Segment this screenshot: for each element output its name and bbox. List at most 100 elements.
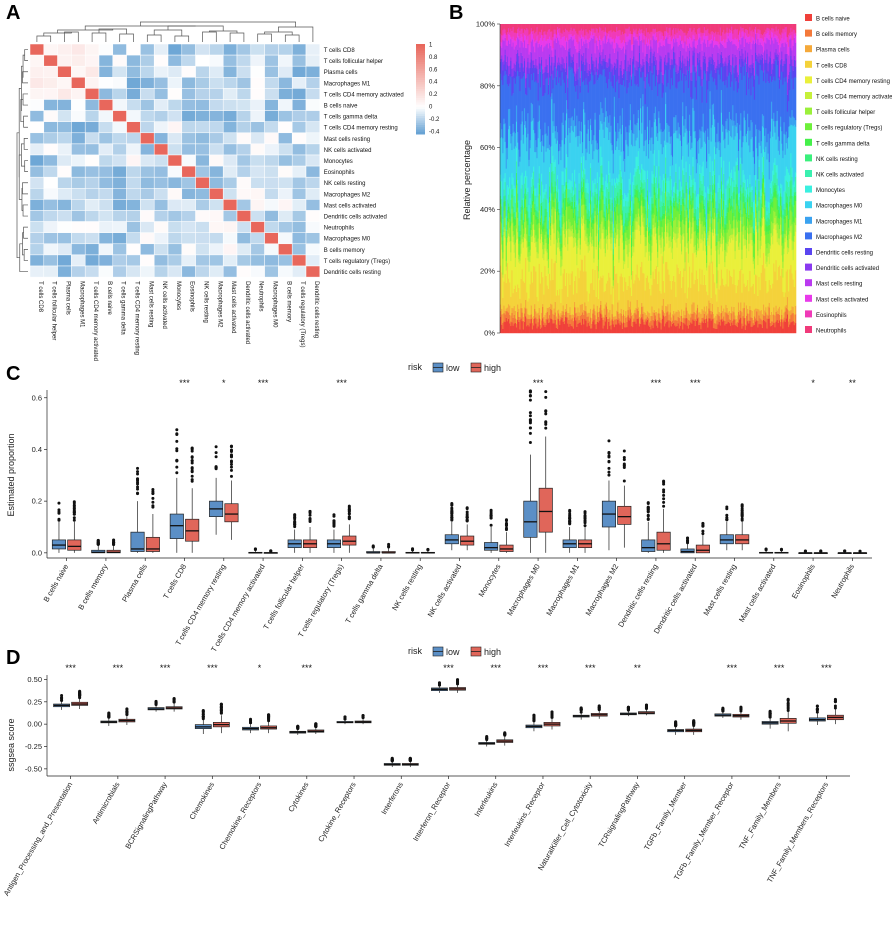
stacked-segment xyxy=(669,166,672,176)
stacked-segment xyxy=(519,156,521,162)
stacked-segment xyxy=(717,31,719,42)
stacked-segment xyxy=(708,81,710,140)
stacked-segment xyxy=(687,30,690,40)
stacked-segment xyxy=(611,41,614,65)
stacked-segment xyxy=(588,220,591,224)
stacked-segment xyxy=(548,24,551,30)
stacked-segment xyxy=(568,66,570,119)
stacked-segment xyxy=(591,37,593,54)
heatmap-cell xyxy=(112,77,127,89)
stacked-segment xyxy=(558,295,560,310)
stacked-segment xyxy=(527,324,529,334)
stacked-segment xyxy=(728,176,731,189)
stacked-segment xyxy=(633,313,635,319)
dendrogram-link xyxy=(264,31,293,35)
stacked-segment xyxy=(595,188,598,194)
stacked-segment xyxy=(711,194,714,203)
stacked-segment xyxy=(628,33,631,40)
stacked-segment xyxy=(595,71,598,141)
stacked-segment xyxy=(712,40,715,48)
column-label: Dendritic cells activated xyxy=(244,281,250,344)
stacked-segment xyxy=(633,321,635,334)
stacked-segment xyxy=(718,48,721,64)
stacked-segment xyxy=(523,176,526,184)
stacked-segment xyxy=(579,24,582,31)
stacked-segment xyxy=(678,56,681,67)
stacked-segment xyxy=(515,185,518,213)
heatmap-cell xyxy=(126,199,141,211)
stacked-segment xyxy=(609,42,611,54)
heatmap-cell xyxy=(291,54,307,67)
stacked-segment xyxy=(528,24,530,35)
stacked-segment xyxy=(696,141,699,164)
stacked-segment xyxy=(586,227,588,234)
stacked-segment xyxy=(641,261,643,304)
stacked-segment xyxy=(677,38,680,47)
stacked-segment xyxy=(645,237,648,246)
stacked-segment xyxy=(695,71,698,81)
stacked-segment xyxy=(523,238,526,283)
stacked-segment xyxy=(502,277,504,298)
stacked-segment xyxy=(581,152,584,172)
stacked-segment xyxy=(575,307,577,314)
stacked-segment xyxy=(544,239,546,249)
stacked-segment xyxy=(572,35,575,40)
dendrogram-link xyxy=(24,160,28,172)
stacked-segment xyxy=(607,33,609,37)
stacked-segment xyxy=(736,315,739,323)
stacked-segment xyxy=(591,31,593,39)
stacked-segment xyxy=(517,71,519,133)
stacked-segment xyxy=(707,39,709,68)
stacked-segment xyxy=(502,313,504,323)
stacked-segment xyxy=(570,66,573,118)
stacked-segment xyxy=(674,42,676,53)
stacked-segment xyxy=(722,321,724,334)
stacked-segment xyxy=(692,156,694,167)
stacked-segment xyxy=(731,234,733,239)
stacked-segment xyxy=(588,293,591,313)
stacked-segment xyxy=(717,141,719,183)
stacked-segment xyxy=(520,234,522,245)
stacked-segment xyxy=(564,316,567,334)
stacked-segment xyxy=(505,236,508,246)
stacked-segment xyxy=(581,218,584,226)
stacked-segment xyxy=(546,228,549,235)
stacked-segment xyxy=(522,76,525,135)
stacked-segment xyxy=(545,184,547,192)
stacked-segment xyxy=(548,322,551,334)
stacked-segment xyxy=(574,181,576,195)
stacked-segment xyxy=(518,63,520,77)
stacked-segment xyxy=(632,270,634,315)
heatmap-cell xyxy=(167,254,183,267)
stacked-segment xyxy=(676,206,678,211)
stacked-segment xyxy=(669,320,672,334)
stacked-segment xyxy=(523,193,526,200)
stacked-segment xyxy=(706,315,708,319)
stacked-segment xyxy=(735,219,738,236)
stacked-segment xyxy=(648,45,650,64)
stacked-segment xyxy=(580,198,583,206)
stacked-segment xyxy=(686,45,689,57)
stacked-segment xyxy=(567,109,569,136)
stacked-segment xyxy=(638,230,641,281)
stacked-segment xyxy=(652,271,654,313)
stacked-segment xyxy=(684,224,686,247)
heatmap-cell xyxy=(167,121,183,134)
stacked-segment xyxy=(513,185,516,197)
stacked-segment xyxy=(574,301,576,308)
stacked-segment xyxy=(637,208,640,214)
stacked-segment xyxy=(525,47,527,79)
stacked-segment xyxy=(702,32,705,36)
stacked-segment xyxy=(543,321,545,326)
stacked-segment xyxy=(514,219,517,226)
stacked-segment xyxy=(628,320,631,334)
heatmap-cell xyxy=(71,77,86,89)
stacked-segment xyxy=(644,290,647,314)
stacked-segment xyxy=(548,186,551,198)
stacked-segment xyxy=(668,35,670,44)
stacked-segment xyxy=(718,316,721,322)
stacked-segment xyxy=(633,184,635,204)
stacked-segment xyxy=(618,131,620,150)
stacked-segment xyxy=(609,204,611,210)
stacked-segment xyxy=(643,61,645,65)
